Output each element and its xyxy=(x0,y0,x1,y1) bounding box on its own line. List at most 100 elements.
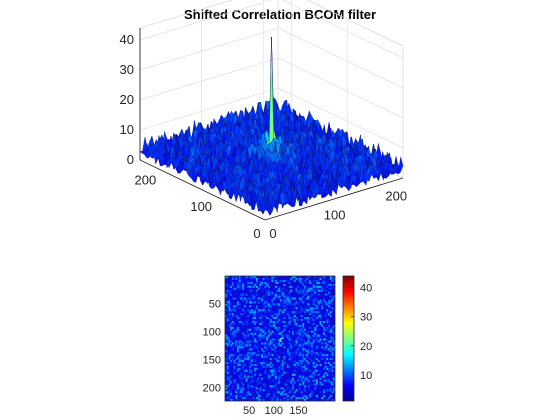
heatmap-cell xyxy=(228,358,231,361)
heatmap-cell xyxy=(262,363,265,367)
heatmap-cell xyxy=(230,340,233,343)
heatmap-cell xyxy=(226,365,229,368)
heatmap-cell xyxy=(262,361,265,365)
heatmap-cell xyxy=(316,340,319,343)
heatmap-cell xyxy=(309,395,312,398)
heatmap-cell xyxy=(312,361,315,365)
heatmap-cell xyxy=(312,318,315,322)
heatmap-cell xyxy=(261,354,264,357)
heatmap-cell xyxy=(285,371,288,374)
heatmap-cell xyxy=(225,293,227,296)
heatmap-cell xyxy=(321,367,324,370)
heatmap-cell xyxy=(225,361,227,365)
heatmap-cell xyxy=(252,326,255,329)
heatmap-cell xyxy=(310,348,313,351)
heatmap-cell xyxy=(283,389,286,392)
heatmap-cell xyxy=(271,324,274,327)
heatmap-cell xyxy=(278,375,281,378)
heatmap-cell xyxy=(329,277,332,281)
heatmap-cell xyxy=(283,311,286,314)
heatmap-cell xyxy=(316,369,319,372)
heatmap-cell xyxy=(329,383,332,386)
heatmap-cell xyxy=(321,313,324,316)
heatmap-cell xyxy=(307,344,310,347)
heatmap-cell xyxy=(295,311,298,314)
heatmap-cell xyxy=(235,340,238,343)
heatmap-cell xyxy=(283,381,286,384)
heatmap-cell xyxy=(257,287,260,290)
heatmap-cell xyxy=(288,281,291,285)
heatmap-cell xyxy=(293,369,296,372)
heatmap-cell xyxy=(288,315,291,318)
heatmap-cell xyxy=(276,313,279,316)
heatmap-cell xyxy=(324,297,327,300)
heatmap-cell xyxy=(262,358,265,361)
heatmap-cell xyxy=(309,389,312,392)
grid-line xyxy=(139,27,279,71)
heatmap-cell xyxy=(292,330,294,333)
heatmap-cell xyxy=(305,281,308,285)
heatmap-cell xyxy=(316,332,319,335)
heatmap-cell xyxy=(245,389,248,392)
heatmap-cell xyxy=(226,385,229,388)
heatmap-cell xyxy=(271,338,274,341)
heatmap-cell xyxy=(312,379,315,382)
heatmap-cell xyxy=(228,324,231,327)
heatmap-cell xyxy=(319,320,322,324)
heatmap-cell xyxy=(328,301,331,304)
grid-line xyxy=(281,0,404,59)
heatmap-cell xyxy=(283,373,286,376)
heatmap-cell xyxy=(329,307,332,310)
heatmap-cell xyxy=(269,320,272,324)
heatmap-cell xyxy=(283,320,286,324)
heatmap-cell xyxy=(314,338,317,341)
heatmap-cell xyxy=(249,399,251,401)
heatmap-cell xyxy=(259,299,262,302)
heatmap-cell xyxy=(226,397,229,400)
heatmap-cell xyxy=(295,276,298,279)
heatmap-cell xyxy=(304,346,306,349)
heatmap-cell xyxy=(329,299,332,302)
heatmap-cell xyxy=(326,326,329,329)
heatmap-cell xyxy=(238,285,241,288)
heatmap-cell xyxy=(297,363,300,367)
grid-line xyxy=(139,0,234,29)
heatmap-cell xyxy=(290,303,293,306)
heatmap-cell xyxy=(259,334,262,337)
heatmap-cell xyxy=(228,359,231,363)
heatmap-cell xyxy=(314,285,317,288)
heatmap-cell xyxy=(254,309,257,312)
heatmap-cell xyxy=(245,336,248,339)
heatmap-cell xyxy=(300,375,303,378)
heatmap-cell xyxy=(319,285,322,288)
heatmap-cell xyxy=(267,317,270,320)
heatmap-cell xyxy=(238,311,241,314)
x-tick-label: 0 xyxy=(269,226,276,241)
heatmap-cell xyxy=(255,320,258,324)
heatmap-cell xyxy=(225,336,227,339)
heatmap-cell xyxy=(309,307,312,310)
heatmap-cell xyxy=(280,289,282,292)
heatmap-cell xyxy=(292,307,294,310)
heatmap-cell xyxy=(331,336,334,339)
heatmap-cell xyxy=(319,322,322,326)
heatmap-cell xyxy=(310,334,313,337)
heatmap-cell xyxy=(317,301,320,304)
heatmap-cell xyxy=(233,399,236,401)
heatmap-cell xyxy=(267,342,270,345)
heatmap-cell xyxy=(293,311,296,314)
heatmap-cell xyxy=(304,307,306,310)
heatmap-cell xyxy=(271,369,274,372)
heatmap-cell xyxy=(226,287,229,290)
heatmap-cell xyxy=(317,330,320,333)
heatmap-cell xyxy=(252,387,255,390)
heatmap-cell xyxy=(238,317,241,320)
heatmap-cell xyxy=(319,340,322,343)
heatmap-cell xyxy=(231,361,234,365)
heatmap-cell xyxy=(242,309,245,312)
heatmap-cell xyxy=(322,354,325,357)
heatmap-cell xyxy=(304,279,306,283)
heatmap-cell xyxy=(225,342,227,345)
heatmap-cell xyxy=(304,311,306,314)
